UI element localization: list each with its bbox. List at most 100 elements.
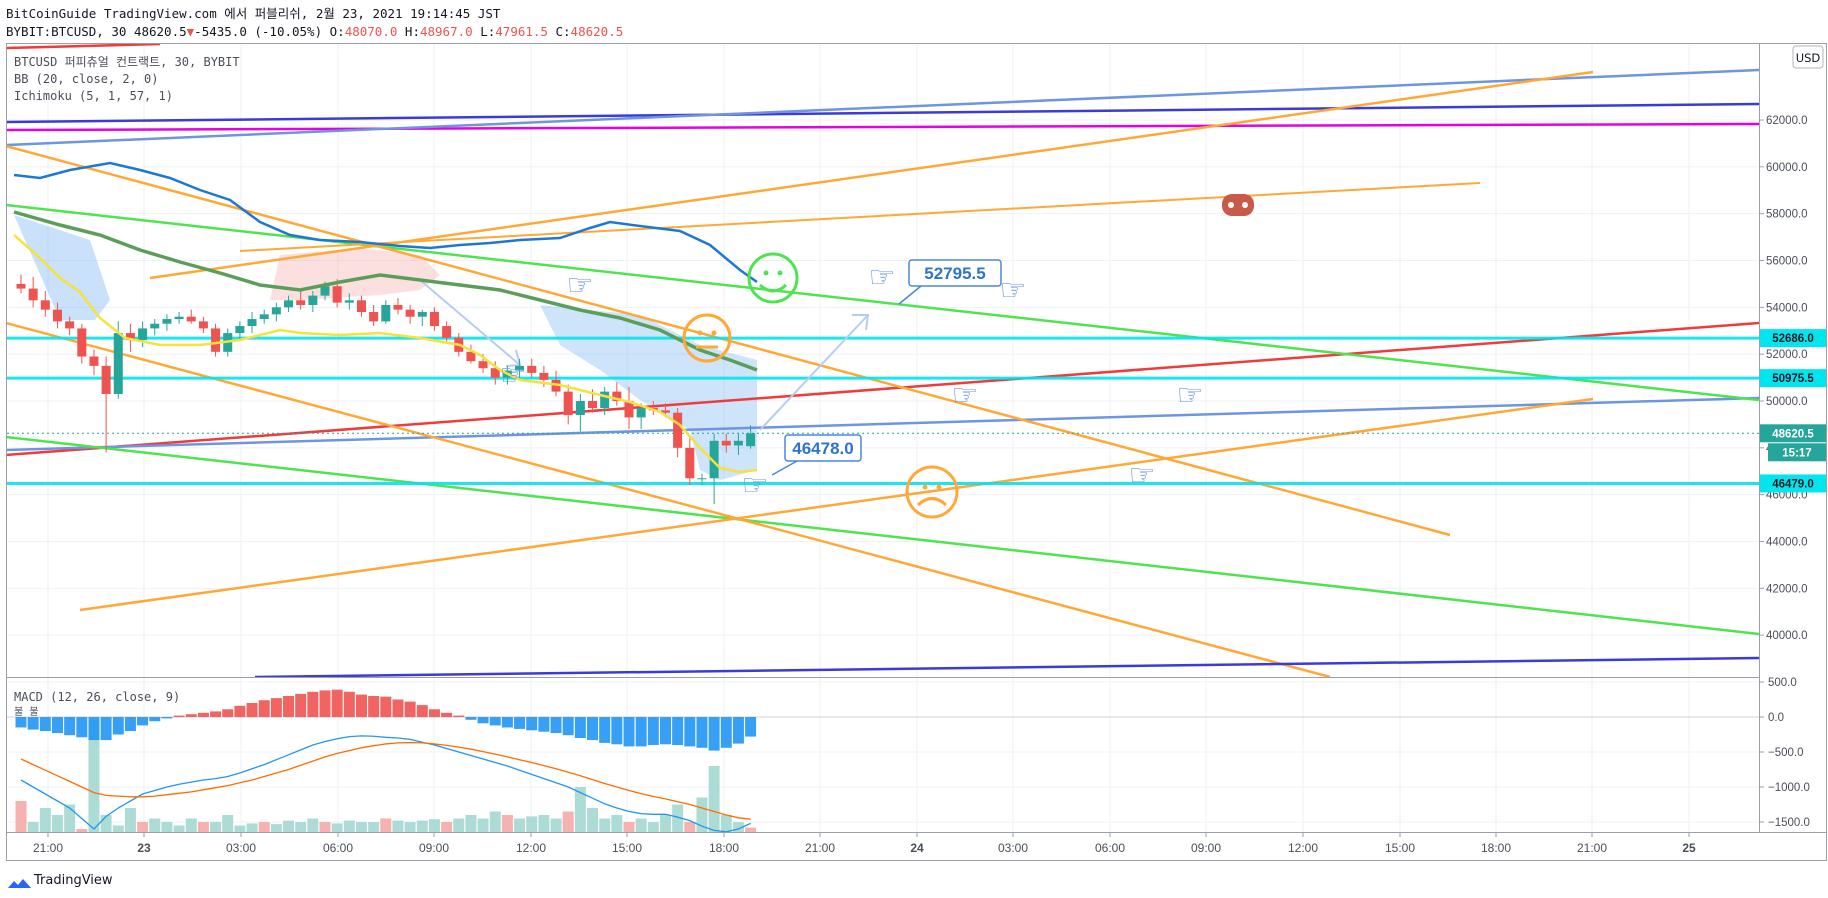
macd-axis-label: −1000.0	[1768, 782, 1810, 794]
header-price: 48620.5	[134, 24, 187, 39]
legend-bb[interactable]: BB (20, close, 2, 0)	[14, 72, 159, 86]
candle-body	[113, 333, 123, 394]
macd-histogram-bar	[112, 717, 124, 735]
candle-body	[429, 312, 439, 327]
macd-histogram-bar	[416, 705, 428, 717]
trendline	[7, 321, 1331, 677]
pointing-hand-icon: ☞	[869, 260, 896, 295]
chart-overlays: ☞ ☞ ☞ ☞ ☞ ☞ ☞ ☞ 52795.5 46478.0	[13, 161, 1254, 519]
macd-histogram-bar	[234, 705, 246, 717]
candle-body	[247, 319, 257, 327]
price-axis-label: 52000.0	[1766, 349, 1808, 361]
volume-bar	[307, 818, 319, 832]
candle-body	[198, 321, 208, 329]
volume-bar	[380, 818, 392, 832]
bb-basis-line	[13, 210, 758, 372]
volume-bar	[234, 825, 246, 832]
macd-histogram-bar	[574, 717, 586, 738]
footer-brand: TradingView	[33, 873, 113, 888]
currency-button-label: USD	[1796, 51, 1821, 65]
candle-body	[685, 447, 695, 479]
price-axis-label: 54000.0	[1766, 302, 1808, 314]
macd-histogram-bar	[623, 717, 635, 747]
volume-bar	[696, 797, 708, 832]
candle-body	[369, 312, 379, 322]
main-pane-frame	[6, 43, 1760, 678]
volume-bar	[210, 822, 222, 832]
macd-histogram-bar	[477, 717, 489, 724]
volume-bar	[562, 811, 574, 832]
macd-histogram-bar	[295, 693, 307, 717]
candle-body	[660, 410, 670, 413]
time-axis-label: 03:00	[998, 841, 1028, 855]
volume-bar	[538, 815, 550, 832]
neutral-face-icon-eye	[711, 330, 717, 336]
candle-body	[575, 401, 585, 416]
smile-face-icon	[747, 252, 799, 304]
price-label: 48620.5	[1772, 428, 1814, 440]
pointing-hand-icon: ☞	[1000, 273, 1027, 308]
volume-bar	[428, 819, 440, 832]
price-axis-label: 60000.0	[1766, 162, 1808, 174]
sad-face-icon	[905, 465, 959, 519]
volume-bar	[185, 818, 197, 832]
neutral-face-icon-eye	[697, 330, 703, 336]
macd-histogram-bar	[343, 691, 355, 717]
callout-label: 52795.5	[924, 264, 985, 283]
time-axis-label: 18:00	[709, 841, 739, 855]
volume-bar	[550, 818, 562, 832]
macd-histogram-bar	[88, 717, 100, 741]
candle-body	[600, 391, 610, 409]
macd-histogram-bar	[64, 717, 76, 736]
candle-body	[284, 300, 294, 308]
macd-histogram-bar	[453, 715, 465, 717]
bb-lower-line	[13, 234, 758, 474]
price-axis-label: 58000.0	[1766, 209, 1808, 221]
volume-bar	[222, 815, 234, 832]
volume-bar	[647, 822, 659, 832]
candle-body	[101, 365, 111, 394]
time-axis-label: 06:00	[1095, 841, 1125, 855]
price-labels[interactable]: 52686.0 50975.5 48620.5 46479.0 15:17	[1760, 329, 1826, 493]
macd-histogram-bar	[745, 717, 757, 737]
macd-histogram-bar	[319, 690, 331, 717]
macd-histogram-bar	[404, 701, 416, 717]
volume-bar	[611, 815, 623, 832]
macd-histogram-bar	[684, 717, 696, 747]
candle-body	[466, 351, 476, 362]
callout-box	[908, 259, 1002, 287]
trendline	[7, 102, 1759, 124]
volume-bar	[453, 818, 465, 832]
macd-histogram-bar	[562, 717, 574, 736]
candle-body	[356, 300, 366, 313]
legend-macd[interactable]: MACD (12, 26, close, 9)	[14, 690, 180, 704]
trendline	[7, 396, 1759, 452]
smile-face-icon-eye	[777, 270, 783, 276]
volume-bar	[672, 804, 684, 832]
candle-body	[442, 326, 452, 338]
macd-histogram-bar	[465, 717, 477, 720]
macd-histogram-bar	[659, 717, 671, 745]
price-label: 50975.5	[1772, 373, 1814, 385]
volume-bar	[514, 818, 526, 832]
volume-bar	[416, 820, 428, 832]
candle-body	[271, 307, 281, 315]
candle-body	[125, 333, 135, 341]
trendline	[239, 182, 1481, 252]
candle-body	[186, 316, 196, 322]
candle-body	[721, 440, 731, 446]
currency-button[interactable]	[1792, 45, 1824, 69]
pointing-hand-icon: ☞	[500, 358, 527, 393]
volume-bar	[368, 822, 380, 832]
price-label-box	[1760, 329, 1826, 348]
time-axis-label: 09:00	[1191, 841, 1221, 855]
ohlc-high: 48967.0	[420, 24, 473, 39]
volume-bar	[659, 815, 671, 832]
legend-instrument[interactable]: BTCUSD 퍼피츄얼 컨트랙트, 30, BYBIT	[14, 55, 240, 69]
countdown-label: 15:17	[1782, 447, 1811, 459]
header-publish-line: BitCoinGuide TradingView.com 에서 퍼블리쉬, 2월…	[6, 6, 501, 21]
pointing-hand-icon: ☞	[742, 468, 769, 503]
volume-bar	[404, 822, 416, 832]
price-axis-label: 56000.0	[1766, 256, 1808, 268]
legend-ichimoku[interactable]: Ichimoku (5, 1, 57, 1)	[14, 89, 173, 103]
